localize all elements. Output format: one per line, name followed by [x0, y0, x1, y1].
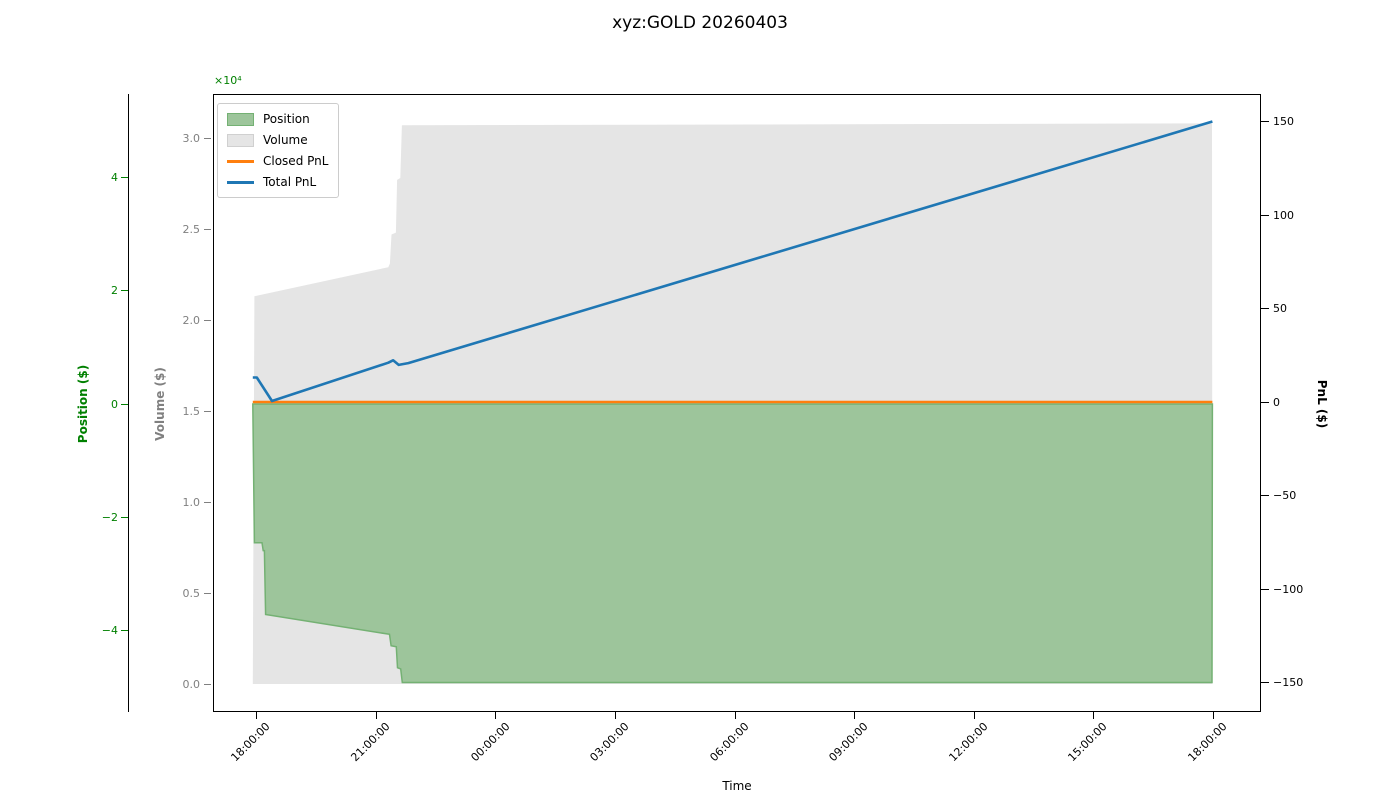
x-tick-mark	[256, 712, 258, 719]
pnl-tick-mark	[1261, 401, 1269, 403]
volume-tick-mark	[204, 319, 211, 321]
volume-tick-mark	[204, 501, 211, 503]
x-tick-label: 06:00:00	[707, 720, 752, 765]
plot-border	[213, 94, 1261, 712]
x-tick-label: 21:00:00	[348, 720, 393, 765]
x-tick-mark	[973, 712, 975, 719]
legend-label: Closed PnL	[263, 154, 329, 168]
legend-item-volume: Volume	[227, 132, 328, 148]
position-tick-mark	[121, 516, 128, 518]
position-tick-mark	[121, 629, 128, 631]
pnl-tick-mark	[1261, 588, 1269, 590]
position-tick-mark	[121, 177, 128, 179]
pnl-tick-label: −150	[1273, 676, 1304, 689]
volume-tick-label: 1.0	[182, 495, 201, 509]
x-tick-mark	[615, 712, 616, 719]
x-tick-label: 18:00:00	[228, 720, 274, 765]
x-tick-mark	[854, 712, 856, 719]
pnl-axis-label: PnL ($)	[1315, 379, 1329, 429]
legend-item-position: Position	[227, 111, 328, 127]
plot-area: Position Volume Closed PnL Total PnL	[213, 94, 1261, 712]
position-area	[252, 403, 1214, 684]
position-tick-label: −2	[101, 510, 118, 524]
pnl-tick-mark	[1261, 308, 1269, 309]
position-axis-offset-text: ×10⁴	[214, 74, 242, 87]
legend-patch-swatch	[227, 133, 254, 147]
x-tick-label: 12:00:00	[946, 720, 991, 765]
x-tick-mark	[734, 712, 736, 719]
volume-tick-mark	[204, 137, 211, 139]
chart-title: xyz:GOLD 20260403	[612, 13, 788, 33]
volume-tick-label: 0.5	[182, 586, 201, 600]
legend-label: Volume	[263, 133, 308, 147]
position-tick-label: 0	[111, 397, 118, 411]
x-tick-mark	[375, 712, 377, 719]
total-pnl-line	[252, 120, 1213, 403]
volume-tick-label: 2.0	[182, 313, 201, 327]
legend-patch-swatch	[227, 112, 254, 126]
legend-item-closed-pnl: Closed PnL	[227, 153, 328, 169]
x-tick-label: 00:00:00	[467, 720, 513, 765]
legend-line-swatch	[227, 180, 254, 184]
legend-item-total-pnl: Total PnL	[227, 174, 328, 190]
x-axis-label: Time	[722, 779, 752, 793]
volume-tick-mark	[204, 410, 211, 412]
pnl-tick-label: 150	[1273, 115, 1294, 128]
position-tick-label: 2	[111, 284, 118, 298]
x-tick-label: 03:00:00	[587, 720, 632, 765]
pnl-tick-label: −50	[1273, 489, 1297, 502]
pnl-tick-label: −100	[1273, 582, 1304, 596]
legend-label: Total PnL	[263, 175, 317, 189]
volume-tick-label: 0.0	[182, 677, 201, 691]
legend-label: Position	[263, 112, 310, 126]
position-tick-mark	[121, 290, 128, 292]
pnl-tick-mark	[1261, 495, 1269, 496]
volume-tick-label: 1.5	[182, 404, 201, 418]
x-tick-label: 18:00:00	[1185, 720, 1230, 765]
plot-canvas	[213, 94, 1261, 712]
pnl-tick-label: 0	[1273, 395, 1280, 409]
x-tick-mark	[1093, 712, 1095, 719]
x-tick-mark	[1212, 712, 1214, 719]
legend: Position Volume Closed PnL Total PnL	[217, 103, 340, 198]
pnl-tick-label: 50	[1273, 302, 1287, 315]
volume-tick-label: 3.0	[182, 131, 201, 145]
volume-tick-label: 2.5	[182, 222, 201, 236]
position-axis-spine	[128, 94, 129, 712]
volume-tick-mark	[204, 592, 211, 594]
volume-tick-mark	[204, 228, 211, 230]
legend-line-swatch	[227, 159, 254, 163]
position-tick-label: −4	[101, 623, 118, 637]
position-tick-label: 4	[111, 171, 118, 185]
pnl-tick-mark	[1261, 682, 1269, 683]
pnl-tick-label: 100	[1273, 208, 1294, 222]
x-tick-label: 09:00:00	[826, 720, 871, 765]
volume-tick-mark	[204, 683, 211, 685]
pnl-tick-mark	[1261, 214, 1269, 216]
x-tick-mark	[495, 712, 497, 719]
pnl-tick-mark	[1261, 121, 1269, 122]
x-tick-label: 15:00:00	[1065, 720, 1110, 765]
position-tick-mark	[121, 403, 128, 405]
